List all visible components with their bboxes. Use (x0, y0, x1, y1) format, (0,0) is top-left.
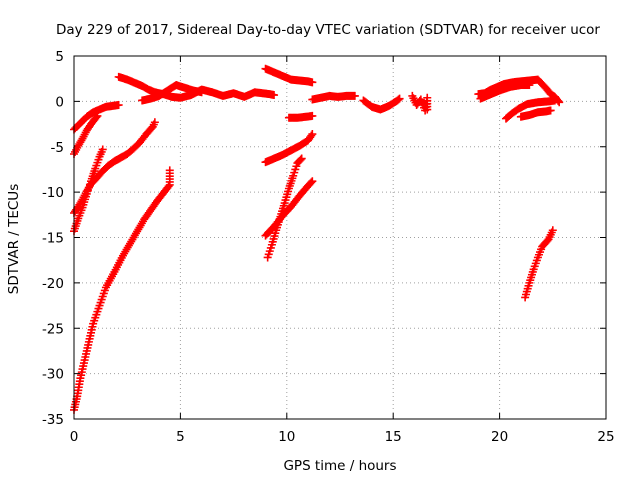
y-tick-label: 5 (55, 49, 64, 65)
data-point (307, 178, 316, 187)
data-point (296, 155, 305, 164)
y-tick-label: 0 (55, 94, 64, 110)
series-18 (501, 96, 559, 123)
axis-ticks: 0 5 10 15 20 25 5 0 -5 -10 -15 -20 -25 -30 -35 (42, 49, 615, 445)
data-point (550, 96, 559, 105)
y-tick-label: -30 (42, 367, 64, 383)
data-point (307, 131, 316, 140)
data-point (164, 182, 173, 191)
data-point (308, 78, 317, 87)
series-9 (284, 111, 317, 122)
series-10 (308, 91, 359, 104)
y-tick-label: -15 (42, 231, 64, 247)
data-point (165, 166, 174, 175)
series-7 (138, 81, 206, 105)
y-tick-label: -35 (42, 412, 64, 428)
data-point (350, 91, 359, 100)
x-tick-label: 25 (597, 429, 614, 445)
data-point (150, 118, 159, 127)
series-19 (516, 106, 555, 121)
x-tick-label: 20 (491, 429, 508, 445)
data-point (423, 105, 432, 114)
y-axis-label: SDTVAR / TECUs (6, 184, 22, 294)
data-point (93, 111, 102, 120)
x-axis-label: GPS time / hours (283, 458, 396, 474)
data-point (555, 98, 564, 107)
series-5 (70, 166, 174, 414)
data-point (395, 94, 404, 103)
data-point (92, 113, 101, 122)
data-point (394, 95, 403, 104)
y-tick-label: -10 (42, 185, 64, 201)
series-20 (521, 226, 557, 302)
x-tick-label: 0 (70, 429, 79, 445)
data-point (197, 88, 206, 97)
series-11 (359, 94, 404, 114)
series-15 (263, 154, 306, 262)
data-point (114, 101, 123, 110)
data-point (297, 154, 306, 163)
data-point (548, 226, 557, 235)
series-13 (261, 130, 317, 167)
data-point (308, 177, 317, 186)
data-point (308, 130, 317, 139)
series-8 (261, 64, 317, 87)
y-tick-label: -20 (42, 276, 64, 292)
data-point (308, 111, 317, 120)
data-point (270, 91, 279, 100)
data-point (525, 81, 534, 90)
y-tick-label: -5 (51, 140, 64, 156)
series-17 (476, 81, 534, 103)
x-tick-label: 5 (176, 429, 185, 445)
x-tick-label: 10 (278, 429, 295, 445)
series-1 (70, 101, 123, 134)
data-point (546, 106, 555, 115)
chart-title: Day 229 of 2017, Sidereal Day-to-day VTE… (56, 22, 600, 38)
series-4 (70, 145, 107, 236)
y-tick-label: -25 (42, 321, 64, 337)
x-tick-label: 15 (385, 429, 402, 445)
plot-border (73, 55, 607, 420)
data-point (98, 145, 107, 154)
series-12 (408, 91, 432, 115)
